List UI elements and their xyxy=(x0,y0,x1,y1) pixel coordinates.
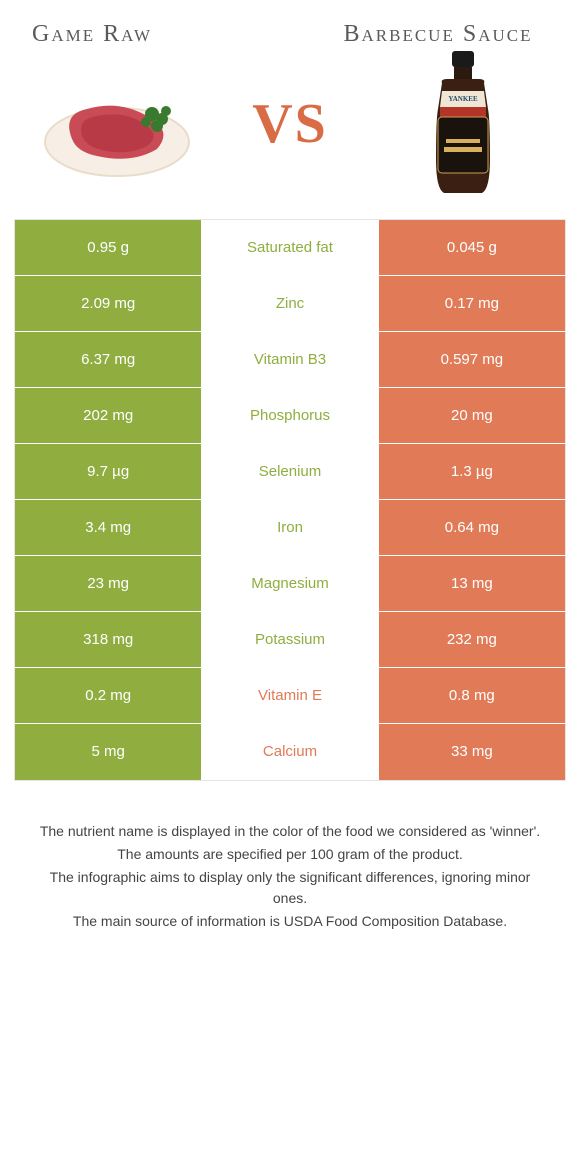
food-left-title: Game Raw xyxy=(32,20,252,49)
footnote-line: The amounts are specified per 100 gram o… xyxy=(32,844,548,865)
food-right-image: YANKEE xyxy=(388,59,538,189)
cell-right-value: 1.3 µg xyxy=(379,444,565,499)
table-row: 0.95 gSaturated fat0.045 g xyxy=(15,220,565,276)
table-row: 0.2 mgVitamin E0.8 mg xyxy=(15,668,565,724)
cell-nutrient-name: Vitamin B3 xyxy=(201,332,378,387)
cell-nutrient-name: Vitamin E xyxy=(201,668,378,723)
vs-label: VS xyxy=(252,92,328,156)
footnotes: The nutrient name is displayed in the co… xyxy=(12,821,568,932)
footnote-line: The infographic aims to display only the… xyxy=(32,867,548,909)
cell-left-value: 0.95 g xyxy=(15,220,201,275)
cell-right-value: 0.045 g xyxy=(379,220,565,275)
table-row: 318 mgPotassium232 mg xyxy=(15,612,565,668)
nutrient-table: 0.95 gSaturated fat0.045 g2.09 mgZinc0.1… xyxy=(14,219,566,781)
table-row: 2.09 mgZinc0.17 mg xyxy=(15,276,565,332)
cell-nutrient-name: Phosphorus xyxy=(201,388,378,443)
cell-left-value: 202 mg xyxy=(15,388,201,443)
table-row: 5 mgCalcium33 mg xyxy=(15,724,565,780)
table-row: 6.37 mgVitamin B30.597 mg xyxy=(15,332,565,388)
table-row: 3.4 mgIron0.64 mg xyxy=(15,500,565,556)
cell-right-value: 0.597 mg xyxy=(379,332,565,387)
cell-nutrient-name: Selenium xyxy=(201,444,378,499)
cell-nutrient-name: Saturated fat xyxy=(201,220,378,275)
cell-right-value: 33 mg xyxy=(379,724,565,780)
cell-right-value: 232 mg xyxy=(379,612,565,667)
cell-nutrient-name: Potassium xyxy=(201,612,378,667)
cell-left-value: 6.37 mg xyxy=(15,332,201,387)
header-titles: Game Raw Barbecue Sauce xyxy=(12,20,568,49)
cell-right-value: 0.8 mg xyxy=(379,668,565,723)
table-row: 23 mgMagnesium13 mg xyxy=(15,556,565,612)
food-left-image xyxy=(42,59,192,189)
cell-left-value: 5 mg xyxy=(15,724,201,780)
cell-left-value: 2.09 mg xyxy=(15,276,201,331)
cell-right-value: 13 mg xyxy=(379,556,565,611)
cell-nutrient-name: Magnesium xyxy=(201,556,378,611)
cell-left-value: 318 mg xyxy=(15,612,201,667)
footnote-line: The main source of information is USDA F… xyxy=(32,911,548,932)
cell-left-value: 0.2 mg xyxy=(15,668,201,723)
cell-left-value: 3.4 mg xyxy=(15,500,201,555)
food-right-title: Barbecue Sauce xyxy=(328,20,548,49)
cell-right-value: 0.17 mg xyxy=(379,276,565,331)
cell-left-value: 9.7 µg xyxy=(15,444,201,499)
cell-nutrient-name: Calcium xyxy=(201,724,378,780)
cell-nutrient-name: Zinc xyxy=(201,276,378,331)
cell-nutrient-name: Iron xyxy=(201,500,378,555)
cell-left-value: 23 mg xyxy=(15,556,201,611)
svg-text:YANKEE: YANKEE xyxy=(448,95,478,103)
table-row: 202 mgPhosphorus20 mg xyxy=(15,388,565,444)
cell-right-value: 20 mg xyxy=(379,388,565,443)
table-row: 9.7 µgSelenium1.3 µg xyxy=(15,444,565,500)
cell-right-value: 0.64 mg xyxy=(379,500,565,555)
images-row: VS YANKEE xyxy=(12,59,568,189)
footnote-line: The nutrient name is displayed in the co… xyxy=(32,821,548,842)
